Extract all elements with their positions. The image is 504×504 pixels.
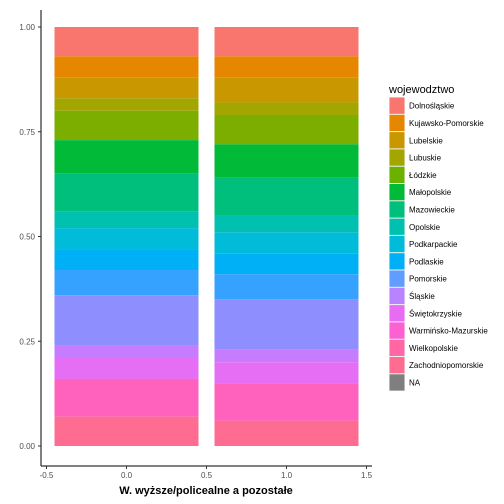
y-tick-label: 0.50 [19,233,35,242]
legend: wojewodztwo Dolnośląskie Kujawsko-Pomorsk… [388,84,488,392]
bar-segment [54,249,199,271]
bar-segment [214,349,359,363]
bar-segment [54,270,199,296]
bar-segment [54,378,199,417]
x-tick-label: 0.5 [201,471,213,480]
legend-title: wojewodztwo [388,84,454,96]
x-tick-label: -0.5 [40,471,54,480]
bar-segment [214,77,359,103]
legend-label: Zachodniopomorskie [409,361,484,370]
bar-segment [214,144,359,178]
legend-swatch [389,218,405,235]
bar-segment [54,77,199,99]
bar-segment [54,173,199,212]
x-tick-label: 1.5 [361,471,373,480]
legend-label: Mazowieckie [409,205,455,214]
bar-stacks [54,27,359,446]
legend-swatch [389,339,405,356]
y-axis-ticks: 0.00 0.25 0.50 0.75 1.00 [19,23,41,451]
y-tick-label: 1.00 [19,23,35,32]
legend-label: Lubelskie [409,136,443,145]
bar-segment [214,383,359,421]
bar-segment [214,274,359,300]
legend-label: Wielkopolskie [409,344,458,353]
bar-segment [54,110,199,141]
legend-swatch [389,184,405,201]
bar-segment [214,56,359,78]
legend-swatch [389,201,405,218]
legend-swatch [389,166,405,183]
bar-segment [214,232,359,254]
legend-label: Śląskie [409,292,435,301]
bar-segment [214,114,359,145]
legend-swatch [389,287,405,305]
bar-segment [214,27,359,57]
bar-segment [214,177,359,216]
legend-swatch [389,149,405,166]
legend-swatch [389,322,405,339]
legend-label: Pomorskie [409,275,447,284]
legend-label: Kujawsko-Pomorskie [409,119,484,128]
bar-segment [214,253,359,275]
legend-label: Małopolskie [409,188,452,197]
legend-swatch [389,235,405,253]
legend-label: Lubuskie [409,154,442,163]
bar-segment [214,215,359,233]
legend-label: Podkarpackie [409,240,458,249]
bar-segment [214,299,359,350]
y-tick-label: 0.25 [19,337,35,346]
bar-segment [54,416,199,446]
legend-swatch [389,97,405,114]
legend-label: NA [409,378,421,387]
bar-segment [54,295,199,346]
legend-swatch [389,305,405,322]
y-tick-label: 0.75 [19,128,35,137]
bar-segment [54,140,199,174]
bar-segment [214,102,359,115]
legend-swatch [389,374,405,391]
bar-segment [54,27,199,57]
bar-segment [214,420,359,446]
bar-segment [54,98,199,111]
legend-swatch [389,253,405,270]
bar-segment [54,358,199,379]
x-axis-ticks: -0.5 0.0 0.5 1.0 1.5 [40,466,373,480]
legend-label: Opolskie [409,223,441,232]
bar-segment [54,228,199,250]
x-axis-title: W. wyższe/policealne a pozostałe [119,485,293,497]
legend-label: Świętokrzyskie [409,309,462,318]
legend-swatch [389,270,405,287]
x-tick-label: 1.0 [281,471,293,480]
legend-label: Warmińsko-Mazurskie [409,327,488,336]
legend-swatch [389,132,405,149]
legend-label: Dolnośląskie [409,102,455,111]
bar-segment [54,211,199,229]
bar-segment [54,345,199,359]
legend-swatch [389,357,405,374]
bar-segment [214,362,359,384]
legend-swatch [389,114,405,132]
bar-segment [54,56,199,78]
x-tick-label: 0.0 [121,471,133,480]
y-tick-label: 0.00 [19,442,35,451]
legend-label: Podlaskie [409,257,444,266]
legend-label: Łódzkie [409,171,437,180]
